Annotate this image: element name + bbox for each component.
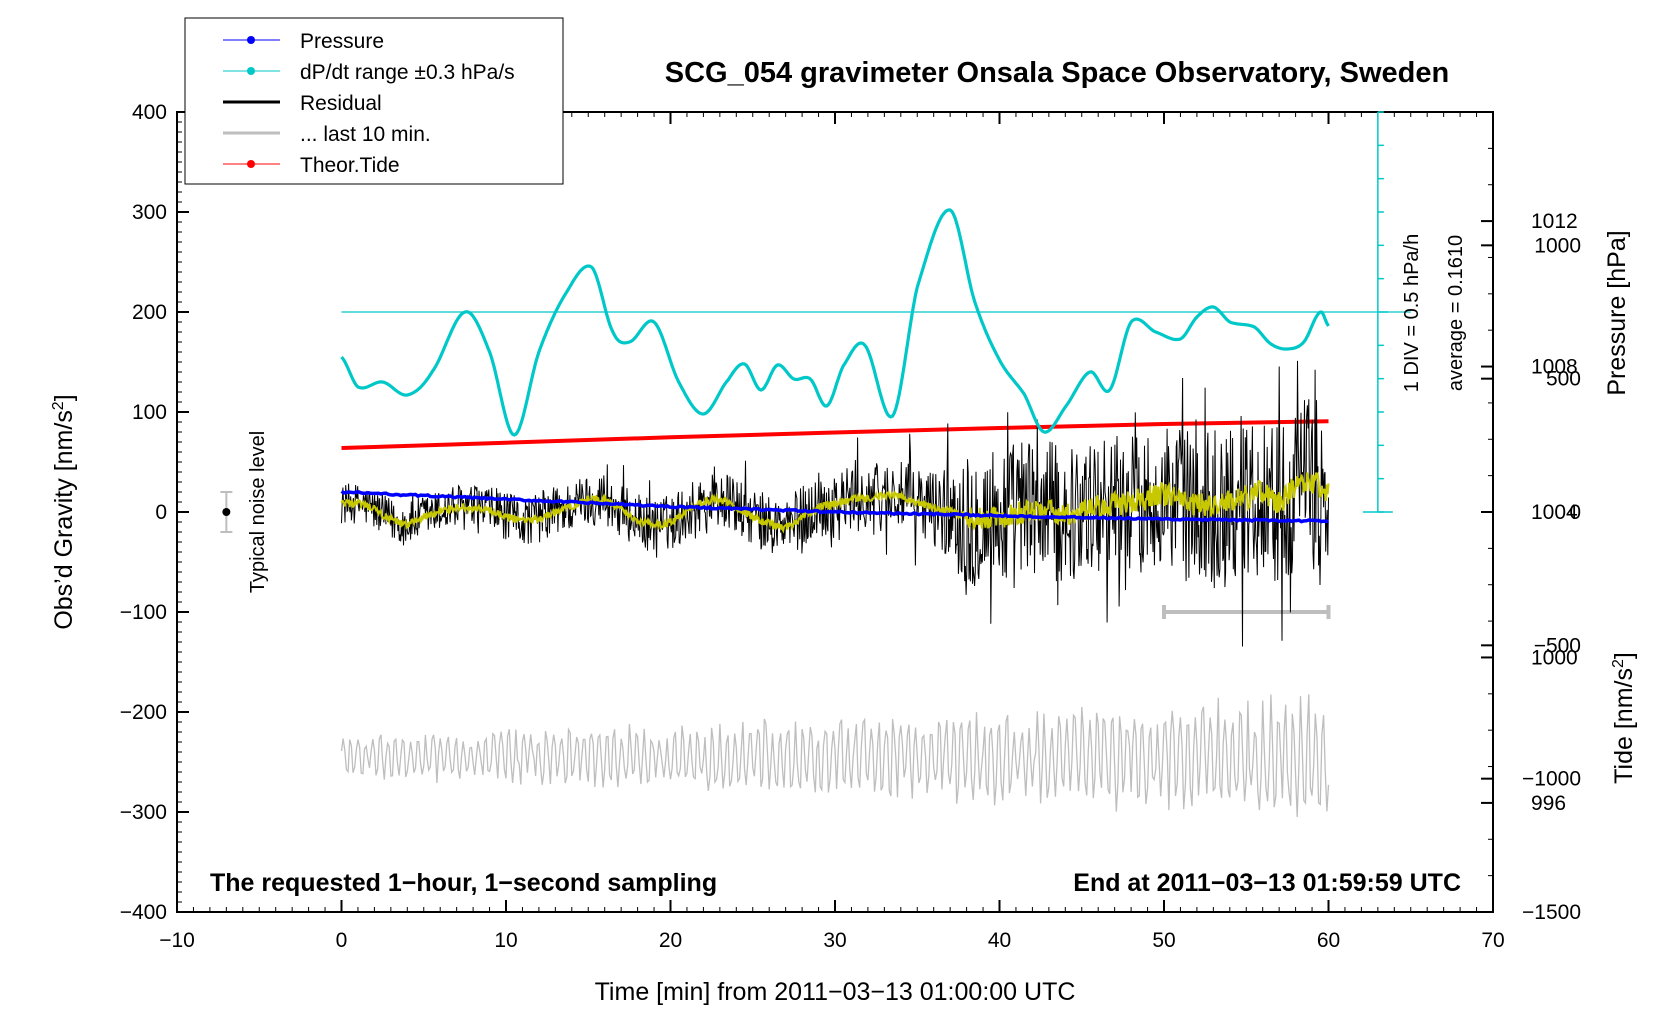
- noise-level-label: Typical noise level: [247, 431, 269, 593]
- legend-entry-pressure: Pressure: [223, 30, 384, 53]
- dpdt-scale-label: 1 DIV = 0.5 hPa/h: [1401, 234, 1423, 392]
- tide-tick-label: 500: [1546, 368, 1581, 391]
- y-axis-title-left-main: Obs’d Gravity [nm/s: [50, 410, 78, 630]
- pressure-tick-label: 1004: [1531, 501, 1578, 524]
- legend-entry-tide: Theor.Tide: [223, 154, 400, 177]
- x-tick-label: 60: [1317, 929, 1340, 952]
- tide-tick-label: −500: [1534, 634, 1581, 657]
- legend-label-last10: ... last 10 min.: [300, 123, 431, 146]
- y-tick-label: −300: [120, 801, 167, 824]
- pressure-tick-label: 1012: [1531, 210, 1578, 233]
- series-pressure-line: [340, 489, 1329, 524]
- axis-ticks: −10 0 10 20 30 40 50 60 70−400−300−200−100010020…: [120, 101, 1581, 952]
- noise-level-point: [222, 508, 231, 516]
- chart-title: SCG_054 gravimeter Onsala Space Observat…: [665, 57, 1449, 89]
- y-axis-title-tide: Tide [nm/s2]: [1610, 652, 1638, 784]
- y-axis-title-tide-end: ]: [1610, 652, 1638, 659]
- tide-tick-label: 0: [1569, 501, 1581, 524]
- x-tick-label: 30: [823, 929, 846, 952]
- y-axis-title-tide-main: Tide [nm/s: [1610, 668, 1638, 784]
- y-axis-title-left-end: ]: [50, 394, 78, 401]
- y-axis-title-left: Obs’d Gravity [nm/s2]: [50, 394, 78, 629]
- y-axis-title-tide-sup: 2: [1610, 659, 1627, 668]
- y-tick-label: 200: [132, 301, 167, 324]
- legend-marker-dpdt: [247, 67, 255, 75]
- pressure-tick-label: 1000: [1531, 646, 1578, 669]
- legend-entry-dpdt: dP/dt range ±0.3 hPa/s: [223, 61, 515, 84]
- series-last10-line: [340, 694, 1330, 818]
- y-tick-label: 400: [132, 101, 167, 124]
- legend-marker-tide: [247, 160, 255, 168]
- footer-left-note: The requested 1−hour, 1−second sampling: [210, 869, 717, 897]
- x-tick-label: 20: [659, 929, 682, 952]
- legend-label-dpdt: dP/dt range ±0.3 hPa/s: [300, 61, 515, 84]
- y-tick-label: −100: [120, 601, 167, 624]
- legend: Pressure dP/dt range ±0.3 hPa/s Residual…: [184, 17, 564, 185]
- average-label: average = 0.1610: [1445, 235, 1467, 391]
- tide-tick-label: 1000: [1534, 234, 1581, 257]
- pressure-tick-label: 1008: [1531, 356, 1578, 379]
- tide-tick-label: −1500: [1522, 901, 1581, 924]
- pressure-tick-label: 996: [1531, 792, 1566, 815]
- y-tick-label: 300: [132, 201, 167, 224]
- x-tick-label: 10: [494, 929, 517, 952]
- legend-entry-residual: Residual: [223, 92, 382, 115]
- y-tick-label: −400: [120, 901, 167, 924]
- series-dpdt-line: [340, 208, 1330, 437]
- y-axis-title-pressure: Pressure [hPa]: [1603, 230, 1631, 395]
- legend-label-pressure: Pressure: [300, 30, 384, 53]
- x-tick-label: 0: [336, 929, 348, 952]
- series-tide-line: [341, 419, 1329, 450]
- y-tick-label: 100: [132, 401, 167, 424]
- legend-marker-pressure: [247, 36, 255, 44]
- x-tick-label: 40: [988, 929, 1011, 952]
- legend-label-residual: Residual: [300, 92, 382, 115]
- legend-entry-last10: ... last 10 min.: [223, 123, 431, 146]
- footer-right-note: End at 2011−03−13 01:59:59 UTC: [1073, 869, 1461, 897]
- x-axis-title: Time [min] from 2011−03−13 01:00:00 UTC: [595, 978, 1076, 1006]
- y-axis-title-left-sup: 2: [50, 401, 67, 410]
- x-tick-label: −10: [159, 929, 195, 952]
- tide-tick-label: −1000: [1522, 768, 1581, 791]
- legend-label-tide: Theor.Tide: [300, 154, 400, 177]
- series-residual-smoothed-line: [340, 471, 1330, 534]
- x-tick-label: 50: [1152, 929, 1175, 952]
- y-tick-label: −200: [120, 701, 167, 724]
- y-tick-label: 0: [155, 501, 167, 524]
- series-residual-line: [341, 360, 1329, 647]
- x-tick-label: 70: [1481, 929, 1504, 952]
- series-layer: [220, 208, 1331, 818]
